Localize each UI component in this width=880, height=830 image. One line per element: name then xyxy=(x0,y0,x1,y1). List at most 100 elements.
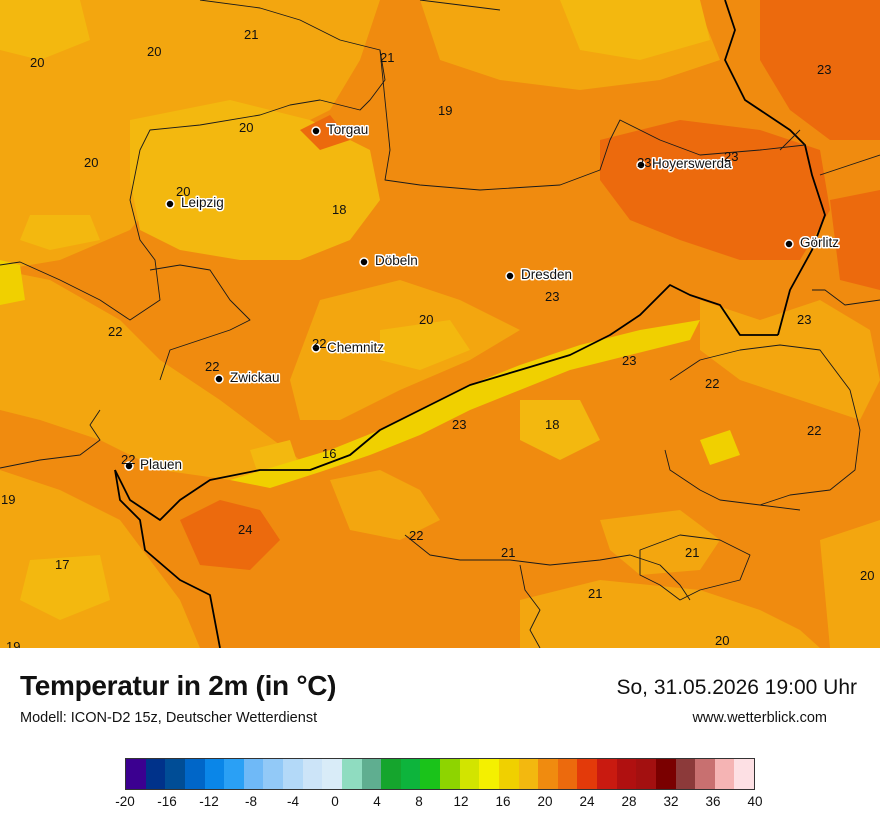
temperature-label: 20 xyxy=(419,312,433,327)
footer: Temperatur in 2m (in °C) Modell: ICON-D2… xyxy=(0,648,880,830)
temperature-label: 21 xyxy=(501,545,515,560)
city-label: Chemnitz xyxy=(327,340,384,355)
color-scale-legend xyxy=(125,758,755,790)
temperature-label: 19 xyxy=(6,639,20,648)
temperature-label: 22 xyxy=(205,359,219,374)
legend-tick-label: -20 xyxy=(115,794,135,809)
city-label: Leipzig xyxy=(181,195,224,210)
temperature-zone-24 xyxy=(180,0,880,570)
city-label: Dresden xyxy=(521,267,572,282)
city-dot xyxy=(124,461,134,471)
legend-swatch xyxy=(361,759,382,789)
temperature-zone-16 xyxy=(0,260,740,488)
city-markers: Torgau Hoyerswerda Leipzig Görlitz Döbel… xyxy=(124,121,841,474)
temperature-label: 22 xyxy=(312,336,326,351)
legend-tick-label: -16 xyxy=(157,794,177,809)
legend-swatch xyxy=(479,759,499,789)
temperature-label: 20 xyxy=(30,55,44,70)
city-goerlitz: Görlitz xyxy=(784,234,841,252)
model-info: Modell: ICON-D2 15z, Deutscher Wetterdie… xyxy=(20,710,318,726)
city-dresden: Dresden xyxy=(505,266,574,284)
legend-tick-label: 12 xyxy=(453,794,469,809)
temperature-label: 22 xyxy=(108,324,122,339)
legend-swatch xyxy=(577,759,597,789)
city-hoyerswerda: Hoyerswerda xyxy=(636,155,734,173)
legend-swatch xyxy=(734,759,754,789)
temperature-label: 20 xyxy=(239,120,253,135)
legend-swatch xyxy=(420,759,440,789)
legend-tick-label: -4 xyxy=(286,794,300,809)
temperature-label: 22 xyxy=(807,423,821,438)
legend-swatch xyxy=(440,759,460,789)
legend-swatch xyxy=(243,759,264,789)
legend-swatch xyxy=(145,759,166,789)
city-torgau: Torgau xyxy=(311,121,370,139)
city-dot xyxy=(505,271,515,281)
city-chemnitz: Chemnitz xyxy=(311,339,386,357)
city-dot xyxy=(359,257,369,267)
city-dot xyxy=(165,199,175,209)
legend-tick-label: 16 xyxy=(495,794,511,809)
legend-tick-label: 20 xyxy=(537,794,553,809)
temperature-label: 20 xyxy=(715,633,729,648)
legend-swatch xyxy=(263,759,283,789)
website-link[interactable]: www.wetterblick.com xyxy=(692,710,827,726)
city-label: Döbeln xyxy=(375,253,418,268)
legend-swatch xyxy=(616,759,637,789)
temperature-labels: 21 20 20 21 23 19 20 20 23 23 20 18 23 2… xyxy=(1,27,874,648)
temperature-label: 21 xyxy=(685,545,699,560)
legend-tick-label: 36 xyxy=(705,794,721,809)
temperature-label: 22 xyxy=(705,376,719,391)
legend-swatch xyxy=(597,759,617,789)
legend-swatch xyxy=(695,759,715,789)
temperature-label: 23 xyxy=(817,62,831,77)
temperature-label: 23 xyxy=(724,149,738,164)
legend-swatch xyxy=(655,759,676,789)
temperature-label: 23 xyxy=(622,353,636,368)
legend-swatch xyxy=(636,759,656,789)
legend-tick-label: 8 xyxy=(415,794,423,809)
legend-tick-label: 32 xyxy=(663,794,679,809)
city-dot xyxy=(784,239,794,249)
legend-swatch xyxy=(714,759,735,789)
temperature-label: 18 xyxy=(545,417,559,432)
temperature-label: 22 xyxy=(121,452,135,467)
legend-swatch xyxy=(165,759,185,789)
temperature-zone-18 xyxy=(0,0,710,620)
legend-swatch xyxy=(675,759,696,789)
legend-swatch xyxy=(459,759,480,789)
legend-swatch xyxy=(184,759,205,789)
city-dot xyxy=(311,343,321,353)
city-label: Görlitz xyxy=(800,235,839,250)
legend-tick-label: 24 xyxy=(579,794,595,809)
temperature-label: 20 xyxy=(147,44,161,59)
legend-swatch xyxy=(302,759,323,789)
city-plauen: Plauen xyxy=(124,456,184,474)
legend-swatch xyxy=(341,759,362,789)
city-dot xyxy=(214,374,224,384)
legend-swatch xyxy=(224,759,244,789)
legend-tick-label: -12 xyxy=(199,794,219,809)
legend-swatch xyxy=(381,759,401,789)
temperature-label: 21 xyxy=(244,27,258,42)
temperature-label: 17 xyxy=(55,557,69,572)
legend-swatch xyxy=(498,759,519,789)
temperature-label: 22 xyxy=(409,528,423,543)
temperature-label: 20 xyxy=(176,184,190,199)
legend-ticks: -20 -16 -12 -8 -4 0 4 8 12 16 20 24 28 32 36 40 xyxy=(115,794,762,814)
legend-swatch xyxy=(126,759,146,789)
temperature-label: 19 xyxy=(438,103,452,118)
city-dot xyxy=(311,126,321,136)
city-label: Zwickau xyxy=(230,370,280,385)
temperature-label: 23 xyxy=(637,155,651,170)
temperature-label: 18 xyxy=(332,202,346,217)
city-leipzig: Leipzig xyxy=(165,194,225,212)
city-zwickau: Zwickau xyxy=(214,369,281,387)
temperature-label: 20 xyxy=(84,155,98,170)
map-title: Temperatur in 2m (in °C) xyxy=(20,670,337,701)
temperature-label: 20 xyxy=(860,568,874,583)
temperature-label: 21 xyxy=(380,50,394,65)
legend-swatch xyxy=(204,759,225,789)
temperature-map: Torgau Hoyerswerda Leipzig Görlitz Döbel… xyxy=(0,0,880,648)
city-doebeln: Döbeln xyxy=(359,252,419,270)
